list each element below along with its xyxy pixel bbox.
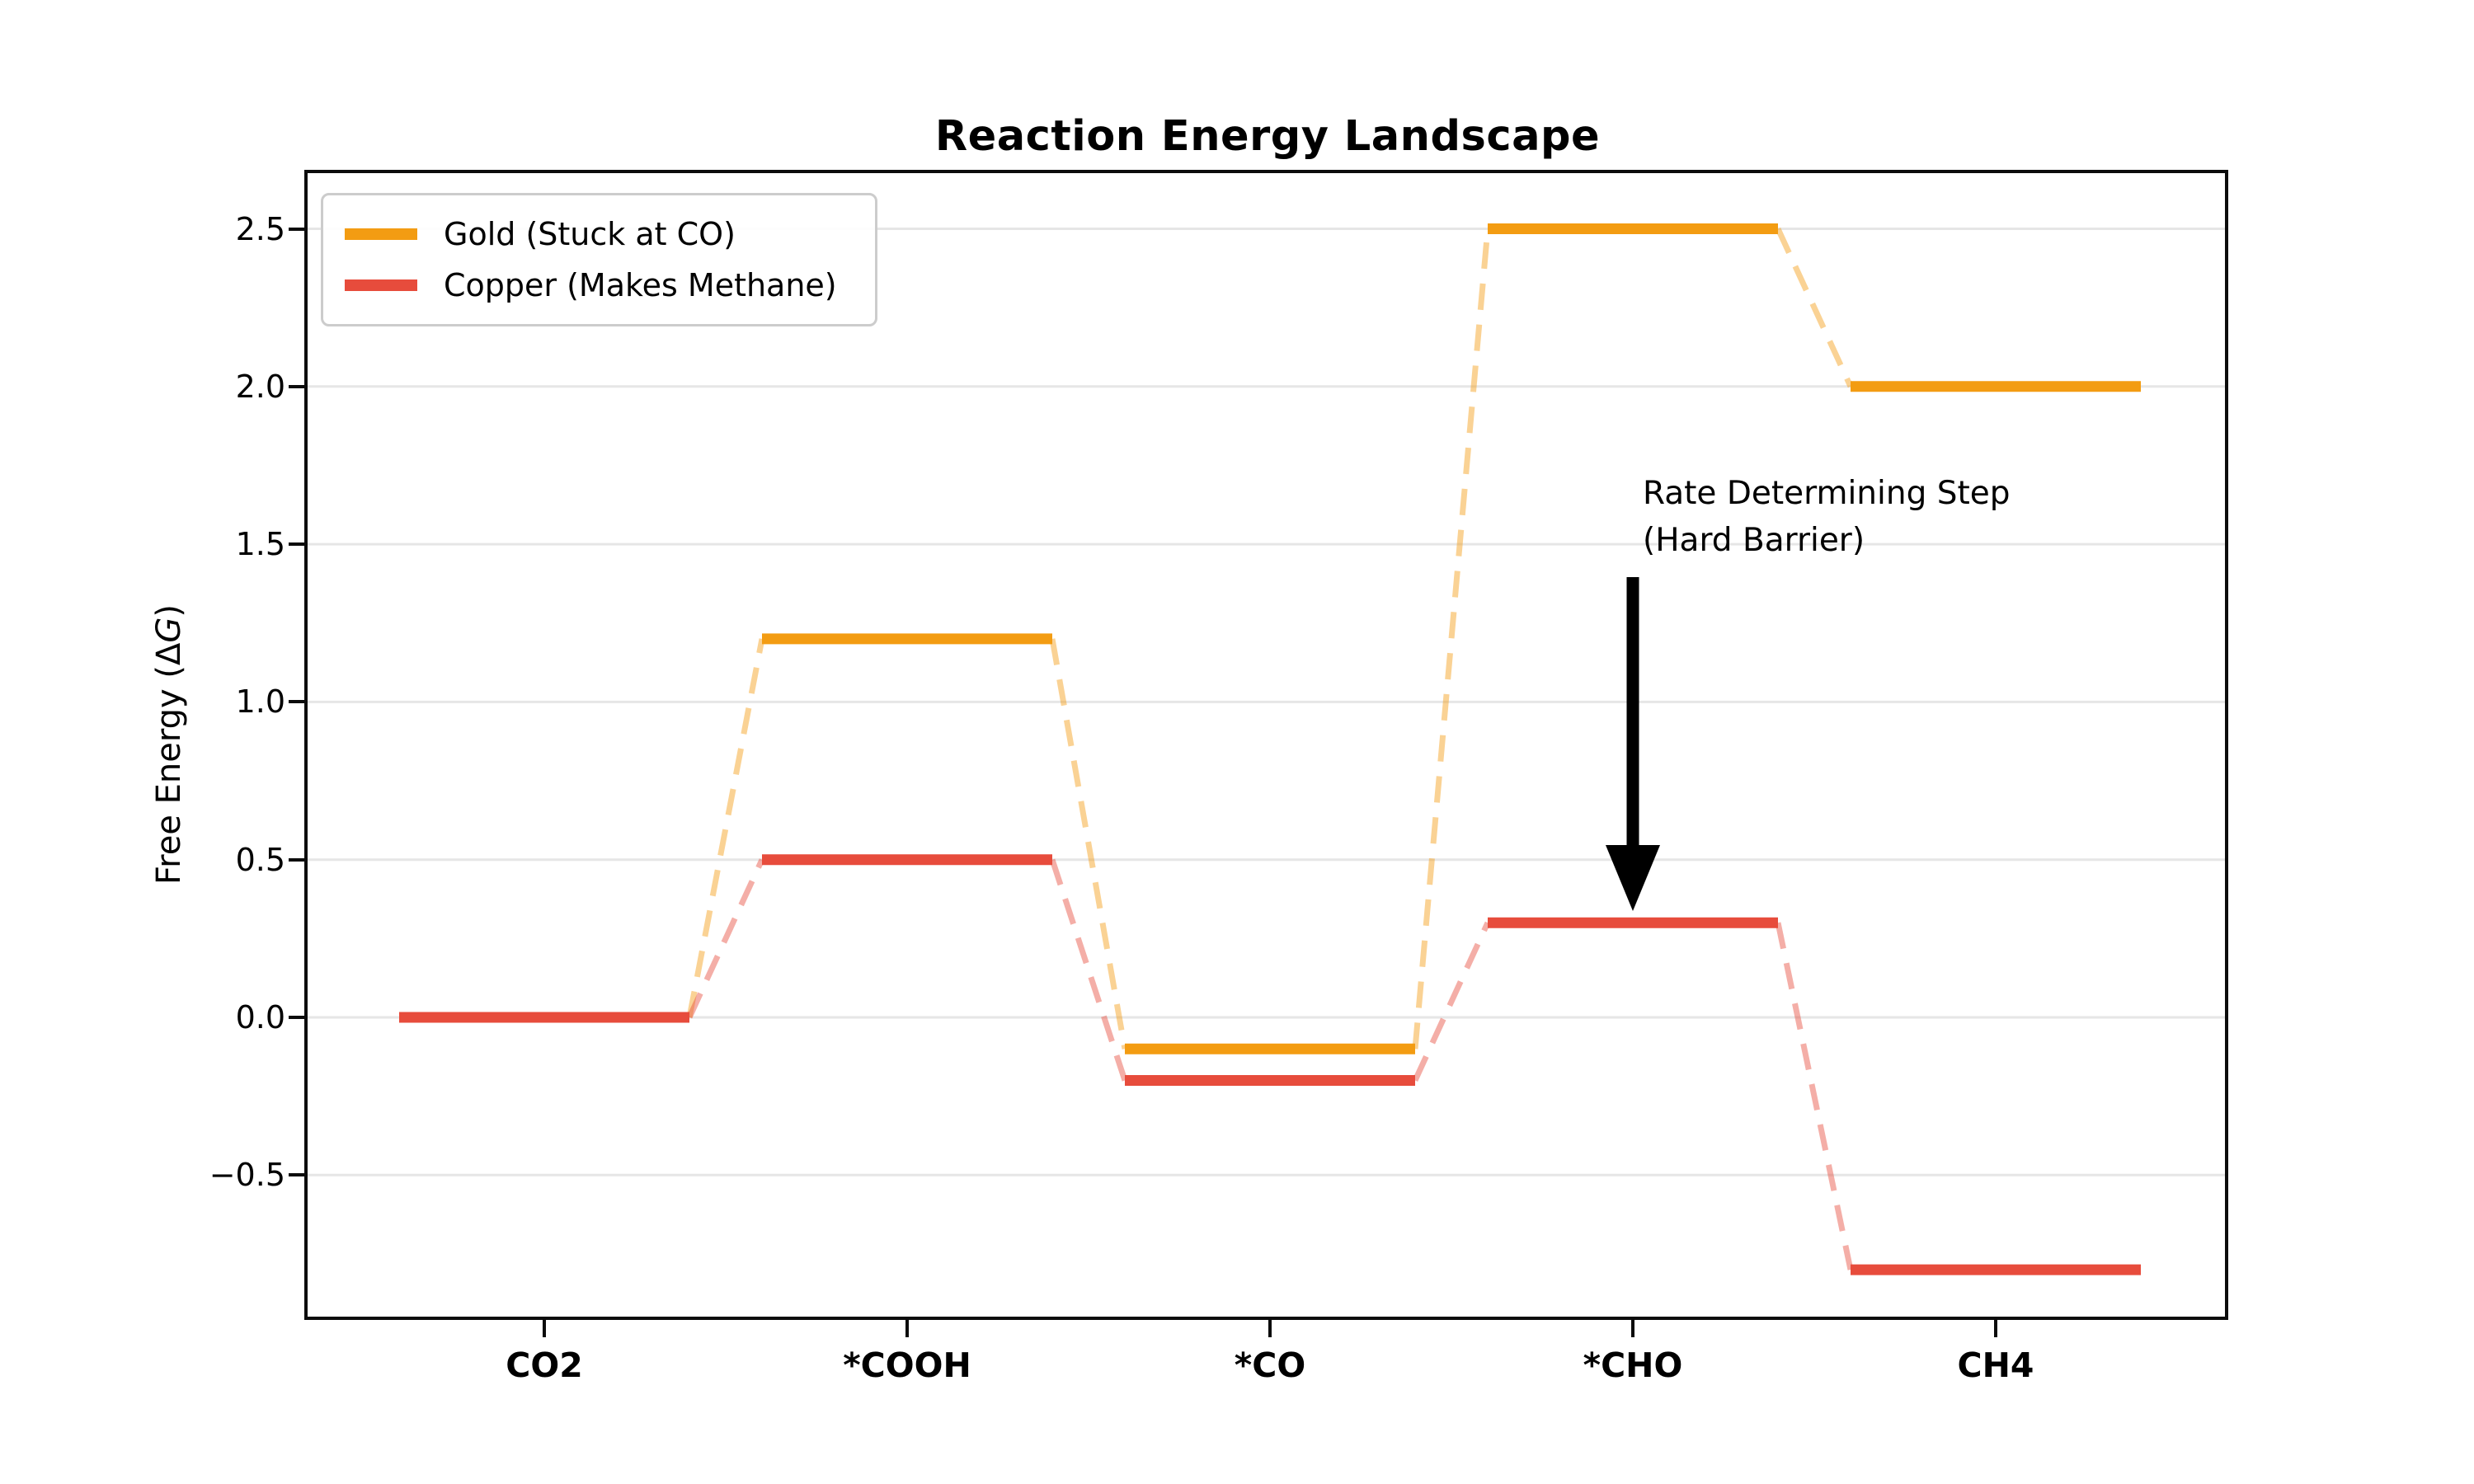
y-axis-label-close: ) <box>150 604 188 618</box>
gold-connector <box>1412 228 1491 1050</box>
annotation-line-2: (Hard Barrier) <box>1643 522 1865 559</box>
annotation: Rate Determining Step (Hard Barrier) <box>1643 470 2011 564</box>
rds-arrow-shaft <box>1626 577 1639 849</box>
legend-label: Gold (Stuck at CO) <box>444 216 736 252</box>
y-tick-mark <box>289 857 306 862</box>
y-tick-mark <box>289 542 306 547</box>
copper-connector <box>1775 922 1854 1270</box>
annotation-line-1: Rate Determining Step <box>1643 475 2011 512</box>
x-tick-label-*CO: *CO <box>1234 1345 1306 1385</box>
x-tick-label-CO2: CO2 <box>506 1345 583 1385</box>
x-tick-label-CH4: CH4 <box>1957 1345 2034 1385</box>
plot-area: Gold (Stuck at CO) Copper (Makes Methane) <box>304 170 2228 1320</box>
y-tick-label: 1.5 <box>235 526 285 563</box>
gold-connector <box>1049 638 1128 1050</box>
legend: Gold (Stuck at CO) Copper (Makes Methane) <box>321 193 877 326</box>
gold-connector <box>1775 228 1854 388</box>
y-tick-mark <box>289 700 306 704</box>
legend-item: Gold (Stuck at CO) <box>345 209 837 260</box>
y-tick-label: 0.0 <box>235 999 285 1036</box>
y-tick-label: 1.0 <box>235 683 285 721</box>
copper-connector <box>1049 858 1128 1082</box>
y-tick-label: −0.5 <box>209 1157 285 1194</box>
x-tick-label-*CHO: *CHO <box>1583 1345 1683 1385</box>
rds-arrow-head <box>1606 845 1660 911</box>
y-axis-label-italic: G <box>150 617 188 643</box>
y-tick-mark <box>289 1173 306 1177</box>
x-tick-label-*COOH: *COOH <box>843 1345 971 1385</box>
x-tick-mark <box>1268 1320 1272 1337</box>
legend-label: Copper (Makes Methane) <box>444 267 837 303</box>
y-tick-mark <box>289 1016 306 1019</box>
x-tick-mark <box>1631 1320 1634 1337</box>
y-tick-mark <box>289 384 306 388</box>
y-tick-label: 0.5 <box>235 841 285 878</box>
copper-connector <box>1412 921 1491 1082</box>
x-tick-mark <box>1994 1320 1997 1337</box>
x-tick-mark <box>905 1320 909 1337</box>
legend-swatch <box>345 228 417 240</box>
y-tick-mark <box>289 227 306 231</box>
y-tick-label: 2.0 <box>235 368 285 405</box>
y-tick-label: 2.5 <box>235 210 285 247</box>
gold-connector <box>686 638 765 1018</box>
copper-connector <box>686 858 765 1019</box>
chart-title: Reaction Energy Landscape <box>934 112 1601 161</box>
x-tick-mark <box>543 1320 546 1337</box>
chart-canvas <box>308 223 2225 1275</box>
legend-item: Copper (Makes Methane) <box>345 260 837 311</box>
legend-swatch <box>345 279 417 291</box>
